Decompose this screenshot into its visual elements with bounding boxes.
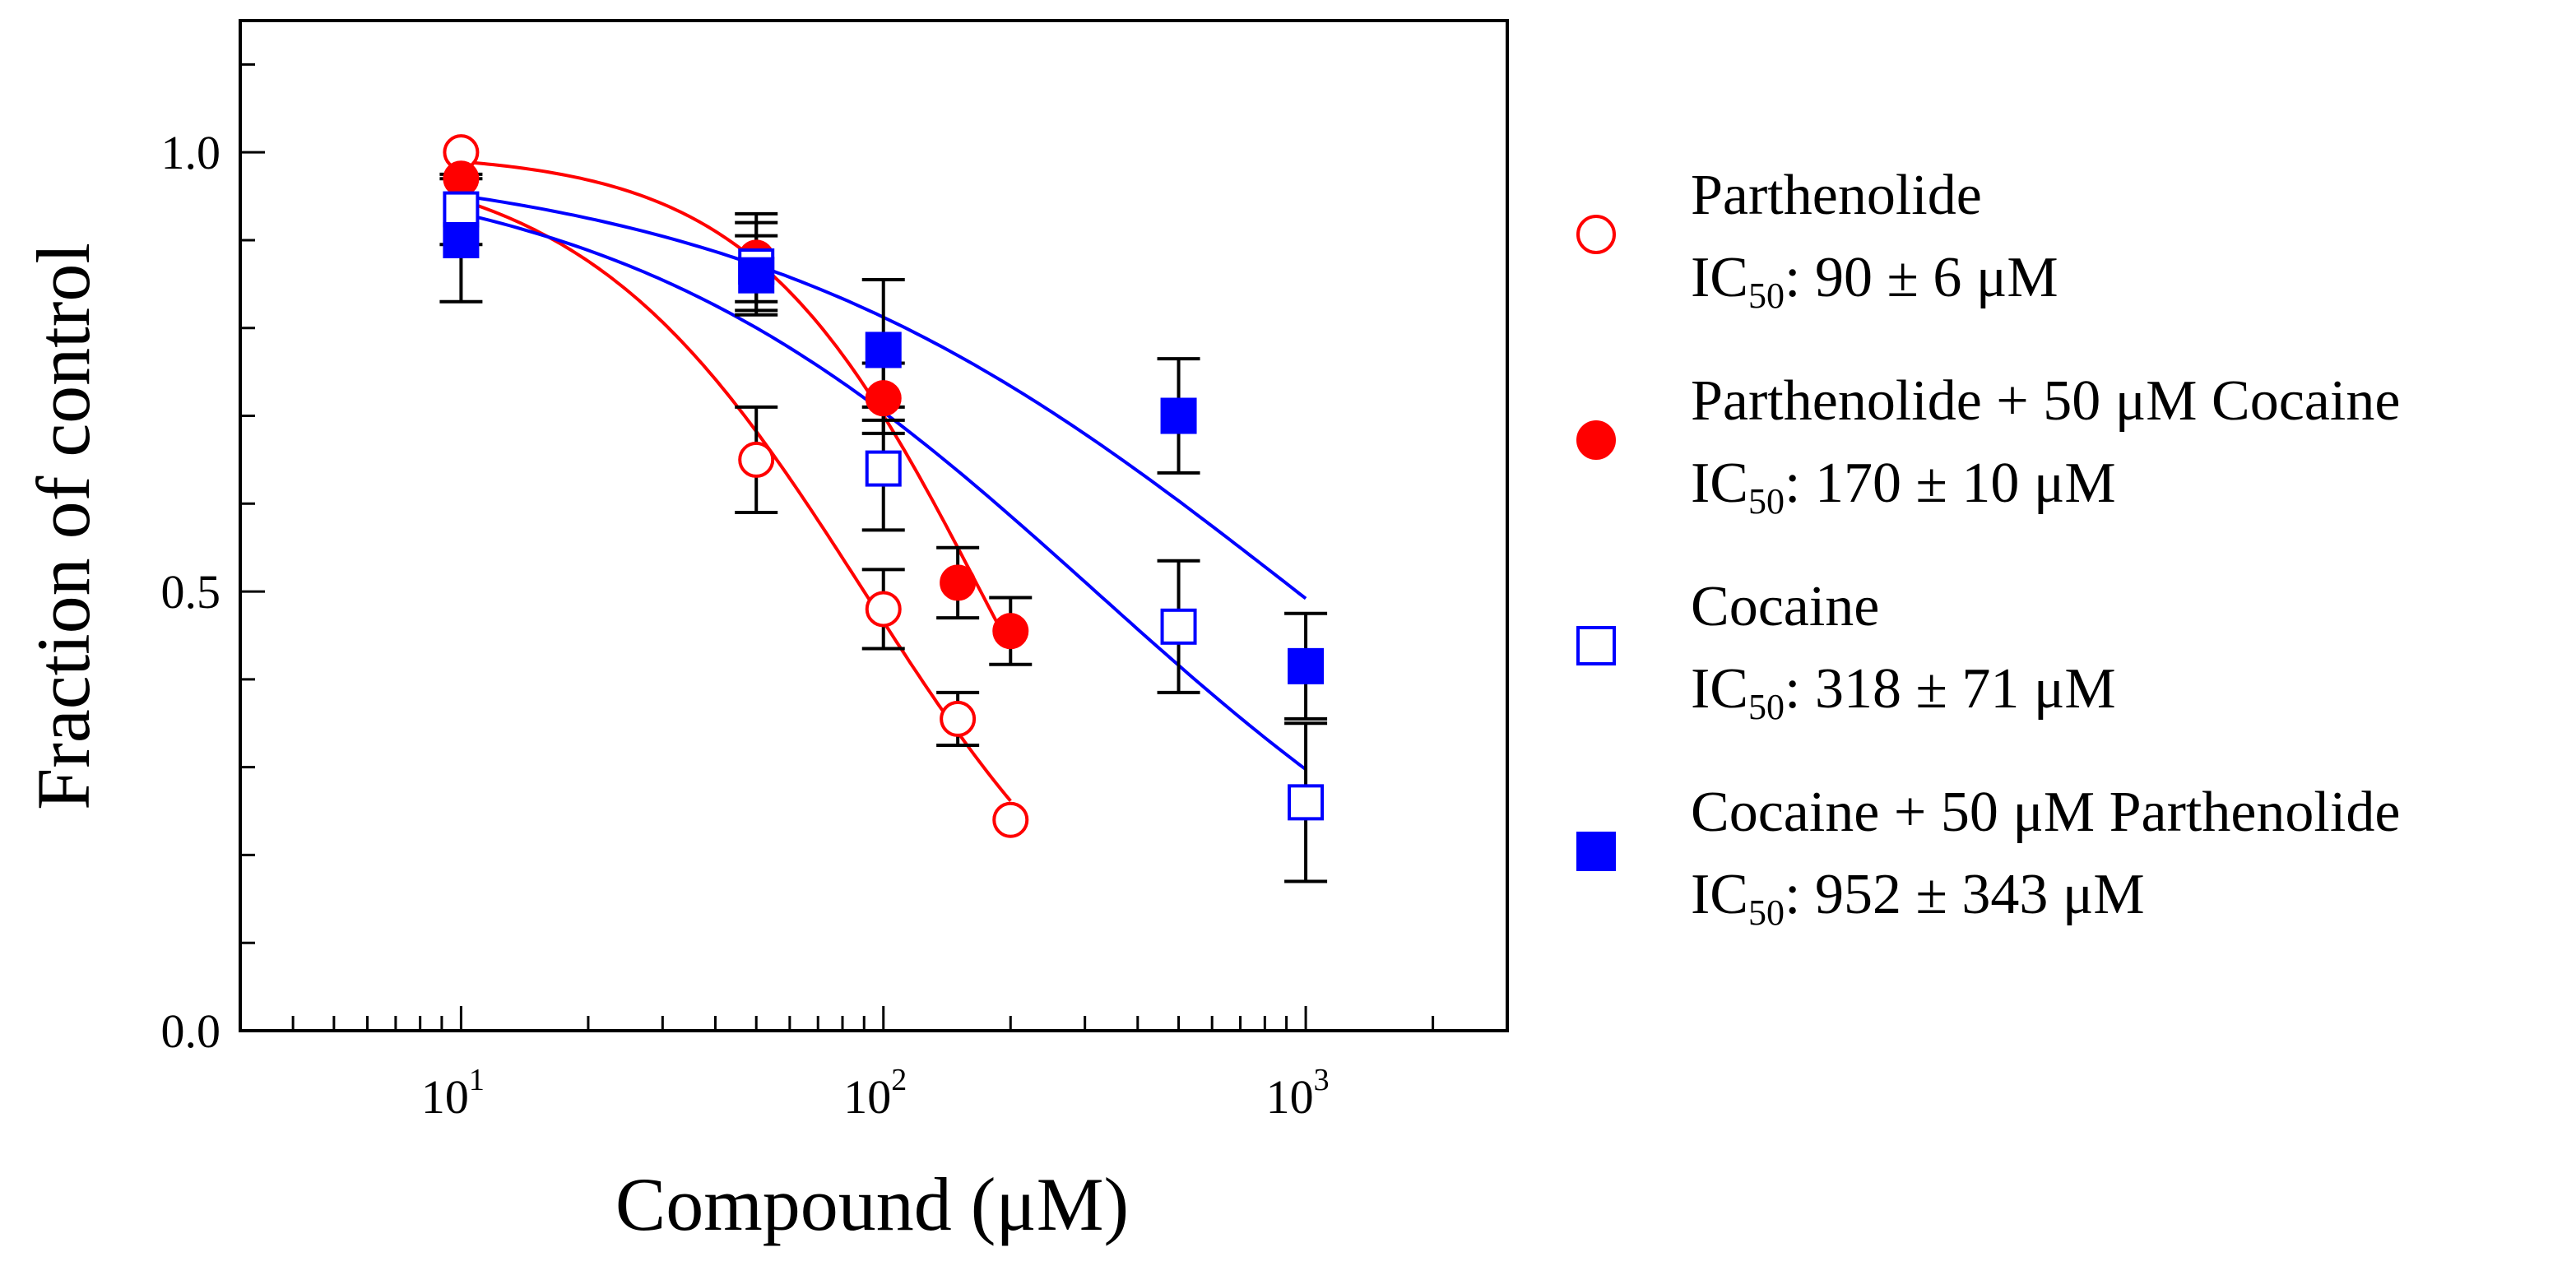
ic50-subscript: 50 [1748,687,1785,727]
ic50-subscript: 50 [1748,276,1785,316]
ic50-prefix: IC [1691,246,1748,309]
x-tick-exponent: 1 [469,1063,485,1097]
error-bars [439,172,1328,883]
x-tick-label: 101 [421,1063,485,1124]
data-point-series-3 [1288,784,1325,821]
data-point-series-4 [443,221,480,258]
data-point-series-4 [1288,647,1325,684]
y-tick-label: 0.0 [161,1004,221,1058]
legend-marker [1576,215,1616,254]
y-axis-title: Fraction of control [21,243,105,810]
x-axis-title: Compound (μM) [615,1162,1129,1246]
plot-border [239,19,1509,1032]
legend-entry-4: Cocaine + 50 μM Parthenolide IC50: 952 ± … [1576,781,2400,933]
data-point-series-2 [940,564,977,601]
ic50-value: : 170 ± 10 μM [1785,452,2116,515]
legend-entry-1: Parthenolide IC50: 90 ± 6 μM [1576,164,2058,316]
ic50-prefix: IC [1691,452,1748,515]
x-tick-label: 102 [843,1063,907,1124]
data-point-series-2 [992,613,1029,650]
axis-ticks [239,63,1509,1032]
data-point-series-2 [443,160,480,197]
data-point-series-2 [865,380,902,417]
legend-series-name: Parthenolide + 50 μM Cocaine [1691,369,2400,433]
x-tick-base: 10 [1266,1070,1314,1124]
ic50-prefix: IC [1691,657,1748,721]
ic50-subscript: 50 [1748,892,1785,933]
y-tick-label: 0.5 [161,565,221,619]
data-point-series-1 [738,441,775,478]
legend-entry-3: Cocaine IC50: 318 ± 71 μM [1576,575,2116,727]
x-tick-exponent: 3 [1314,1063,1330,1097]
x-tick-label: 103 [1266,1063,1330,1124]
data-point-series-1 [992,801,1029,838]
plot-frame [239,19,1509,1032]
data-point-series-4 [1160,397,1197,434]
x-tick-base: 10 [421,1070,469,1124]
legend-marker [1576,420,1616,460]
legend-marker [1576,832,1616,871]
ic50-prefix: IC [1691,863,1748,926]
x-tick-base: 10 [843,1070,891,1124]
data-point-series-4 [865,332,902,369]
ic50-value: : 952 ± 343 μM [1785,863,2145,926]
data-point-series-1 [940,700,977,737]
legend-entry-2: Parthenolide + 50 μM Cocaine IC50: 170 ± … [1576,369,2400,522]
data-markers [443,134,1325,838]
ic50-value: : 90 ± 6 μM [1785,246,2058,309]
legend-ic50: IC50: 318 ± 71 μM [1691,657,2116,727]
fit-curve-series-2 [461,160,1013,650]
fit-curve-series-1 [460,198,1012,802]
legend-ic50: IC50: 952 ± 343 μM [1691,863,2145,933]
data-point-series-3 [865,450,902,487]
legend-marker [1576,626,1616,665]
ic50-value: : 318 ± 71 μM [1785,657,2116,721]
y-tick-label: 1.0 [161,126,221,179]
legend-series-name: Cocaine [1691,575,1879,638]
data-point-series-4 [738,257,775,294]
data-point-series-1 [865,591,902,628]
data-point-series-3 [1160,608,1197,645]
x-tick-exponent: 2 [891,1063,907,1097]
ic50-subscript: 50 [1748,481,1785,522]
legend-series-name: Parthenolide [1691,164,1982,227]
data-point-series-3 [443,191,480,228]
legend-series-name: Cocaine + 50 μM Parthenolide [1691,781,2400,844]
legend-ic50: IC50: 90 ± 6 μM [1691,246,2058,316]
legend-ic50: IC50: 170 ± 10 μM [1691,452,2116,522]
